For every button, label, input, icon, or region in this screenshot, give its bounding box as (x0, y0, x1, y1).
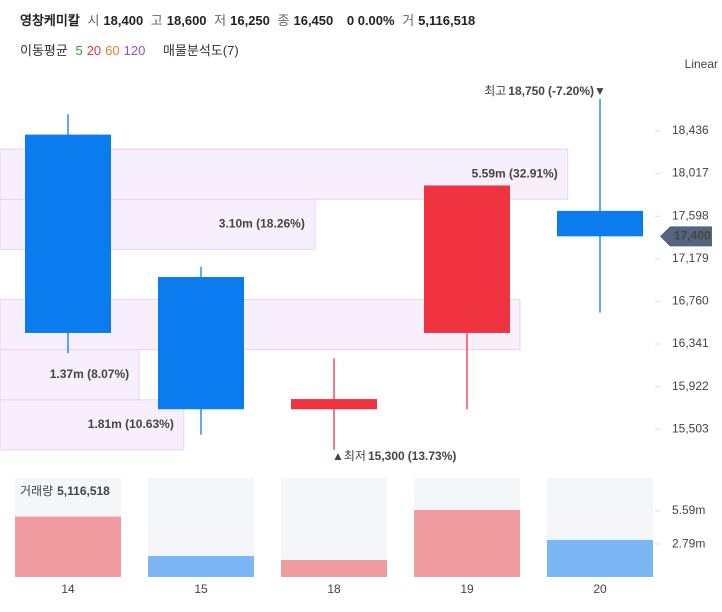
ma-period[interactable]: 60 (105, 43, 120, 58)
volume-bar (547, 539, 653, 577)
y-tick-label: 18,017 (672, 166, 709, 180)
value: 18,600 (166, 13, 207, 28)
periods: 5 20 60 120 (75, 43, 149, 58)
y-tick-label: 17,179 (672, 251, 709, 265)
change: 0 0.00% (346, 13, 395, 28)
value: 18,400 (103, 13, 144, 28)
annotation-prefix: 최고 (484, 84, 506, 98)
marker: ▼ (594, 84, 606, 98)
profile-label: 3.10m (18.26%) (219, 217, 305, 231)
indicators[interactable]: 이동평균 5 20 60 120 매물분석도(7) (20, 40, 243, 59)
quote-header: 영창케미칼 시 18,400 고 18,600 저 16,250 종 16,450 0 … (20, 10, 479, 29)
ma-period[interactable]: 5 (75, 43, 83, 58)
ma-period[interactable]: 20 (86, 43, 102, 58)
value: 5,116,518 (418, 13, 476, 28)
label: 거 (402, 13, 415, 28)
label: 고 (150, 13, 163, 28)
candle-body (291, 399, 377, 410)
legend-label: 거래량 (20, 484, 53, 498)
candle-body (158, 277, 244, 410)
legend-value: 5,116,518 (57, 484, 110, 498)
annotation: ▲최저 15,300 (13.73%) (332, 449, 456, 463)
annotation: 최고 18,750 (-7.20%) (484, 84, 594, 98)
y-tick-label: 5.59m (672, 503, 705, 517)
x-tick-label: 14 (61, 582, 75, 596)
profile-label: 5.59m (32.91%) (472, 166, 558, 180)
y-tick-label: 15,503 (672, 421, 709, 435)
annotation-value: 18,750 (508, 84, 545, 98)
y-tick-label: 2.79m (672, 536, 705, 550)
candle-body (557, 210, 643, 237)
label: 종 (277, 13, 290, 28)
x-tick-label: 20 (593, 582, 607, 596)
y-tick-label: 18,436 (672, 123, 709, 137)
label: 시 (87, 13, 100, 28)
value: 16,250 (230, 13, 270, 28)
annotation-value: 15,300 (368, 449, 405, 463)
volume-bar (281, 560, 387, 577)
annotation-change: (13.73%) (408, 449, 457, 463)
annotation-prefix: 최저 (344, 449, 366, 463)
ma-label[interactable]: 이동평균 (20, 43, 68, 58)
volume-bar (15, 516, 121, 577)
price-tag-label: 17,400 (674, 228, 711, 242)
label: 저 (214, 13, 227, 28)
volume-bar (148, 555, 254, 577)
price-tag (660, 226, 712, 247)
profile-bar (0, 399, 185, 451)
volume-legend: 거래량 5,116,518 (20, 484, 110, 498)
marker: ▲ (332, 449, 344, 463)
x-tick-label: 19 (460, 582, 474, 596)
profile-label: 1.81m (10.63%) (88, 417, 174, 431)
ma-period[interactable]: 120 (123, 43, 146, 58)
y-tick-label: 16,760 (672, 294, 709, 308)
stock-name: 영창케미칼 (20, 13, 80, 28)
y-tick-label: 16,341 (672, 336, 709, 350)
annotation-change: (-7.20%) (548, 84, 594, 98)
y-tick-label: 17,598 (672, 208, 709, 222)
profile-bar (0, 349, 140, 401)
y-tick-label: 15,922 (672, 379, 709, 393)
x-tick-label: 18 (327, 582, 341, 596)
candle-body (424, 185, 510, 333)
profile-label[interactable]: 매물분석도(7) (162, 43, 239, 58)
volume-bar (414, 509, 520, 577)
candle-body (25, 134, 111, 333)
value: 16,450 (293, 13, 334, 28)
profile-label: 1.37m (8.07%) (50, 367, 129, 381)
scale-label: Linear (685, 57, 718, 71)
x-tick-label: 15 (194, 582, 208, 596)
